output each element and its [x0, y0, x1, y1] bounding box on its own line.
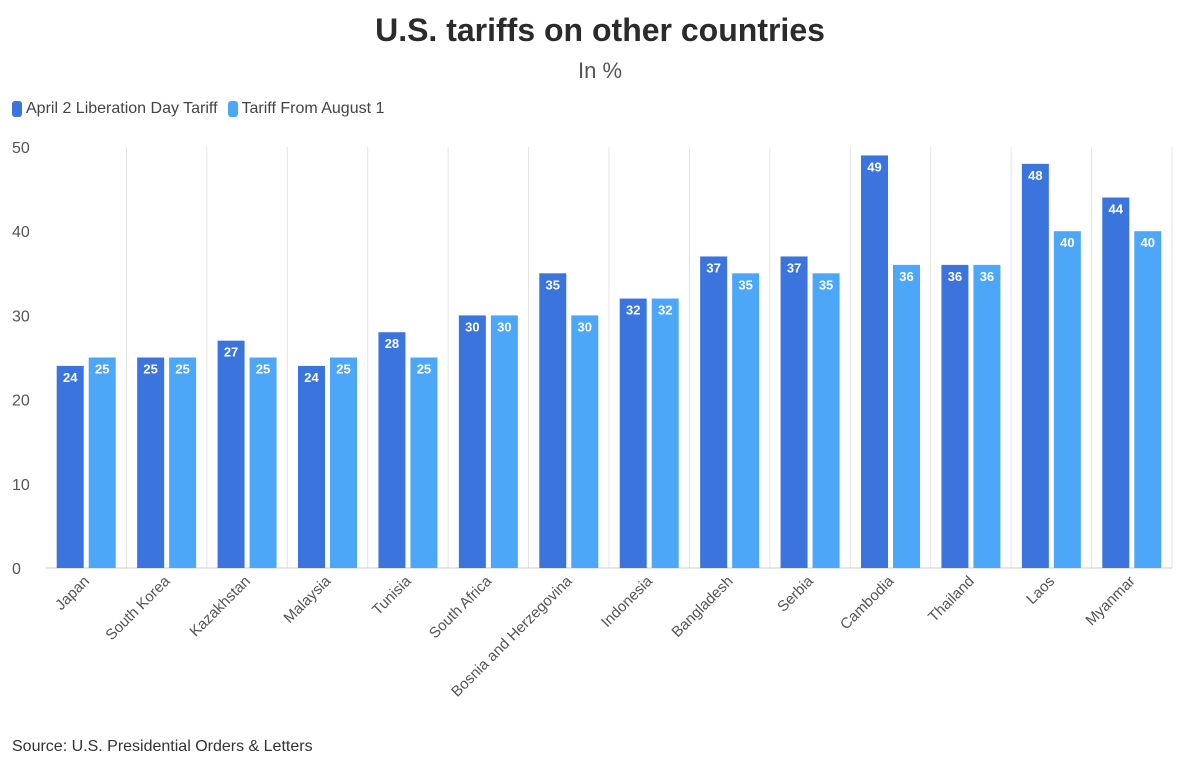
- bar-value-label: 35: [546, 277, 560, 292]
- bar-value-label: 27: [224, 345, 238, 360]
- bar-august[interactable]: [490, 315, 518, 568]
- bar-april[interactable]: [378, 332, 406, 568]
- legend-label-april: April 2 Liberation Day Tariff: [26, 100, 218, 117]
- bar-august[interactable]: [1053, 231, 1081, 568]
- bar-value-label: 37: [787, 260, 801, 275]
- bar-april[interactable]: [861, 155, 888, 569]
- bar-april[interactable]: [780, 256, 808, 568]
- bar-value-label: 25: [336, 362, 350, 377]
- x-tick-label: Kazakhstan: [186, 573, 253, 640]
- bar-august[interactable]: [330, 357, 357, 569]
- bar-april[interactable]: [1021, 163, 1049, 568]
- bar-august[interactable]: [1134, 231, 1162, 568]
- bar-april[interactable]: [137, 357, 165, 569]
- bar-august[interactable]: [973, 264, 1001, 568]
- bar-value-label: 30: [578, 319, 592, 334]
- source-note: Source: U.S. Presidential Orders & Lette…: [12, 738, 313, 755]
- bar-april[interactable]: [217, 340, 245, 568]
- bar-value-label: 25: [143, 362, 157, 377]
- bar-value-label: 30: [465, 319, 479, 334]
- bar-value-label: 40: [1060, 235, 1074, 250]
- bar-value-label: 36: [980, 269, 994, 284]
- bar-value-label: 28: [385, 336, 399, 351]
- x-tick-label: Laos: [1023, 573, 1058, 608]
- x-tick-label: Bangladesh: [668, 573, 736, 641]
- bar-august[interactable]: [88, 357, 116, 569]
- legend-item-april[interactable]: April 2 Liberation Day Tariff: [12, 100, 218, 118]
- x-tick-label: South Africa: [426, 572, 496, 642]
- x-tick-label: Myanmar: [1082, 573, 1138, 629]
- bar-value-label: 36: [899, 269, 913, 284]
- x-tick-label: South Korea: [102, 572, 173, 643]
- legend: April 2 Liberation Day Tariff Tariff Fro…: [12, 100, 384, 118]
- bar-value-label: 37: [706, 260, 720, 275]
- x-tick-label: Malaysia: [280, 572, 334, 626]
- bar-value-label: 40: [1141, 235, 1155, 250]
- legend-label-august: Tariff From August 1: [241, 100, 385, 117]
- bar-value-label: 24: [304, 370, 319, 385]
- bar-august[interactable]: [651, 298, 679, 568]
- bar-value-label: 25: [256, 362, 270, 377]
- bar-april[interactable]: [56, 365, 84, 568]
- x-tick-label: Indonesia: [598, 572, 656, 630]
- bar-august[interactable]: [812, 273, 840, 568]
- y-tick-label: 50: [12, 140, 30, 157]
- bar-august[interactable]: [169, 357, 197, 569]
- y-tick-label: 40: [12, 224, 30, 241]
- bar-april[interactable]: [298, 365, 325, 568]
- bar-april[interactable]: [539, 273, 567, 568]
- y-tick-label: 30: [12, 308, 30, 325]
- x-tick-label: Cambodia: [837, 572, 898, 633]
- legend-swatch-april: [12, 101, 22, 117]
- x-tick-label: Thailand: [925, 573, 978, 626]
- bar-value-label: 25: [95, 362, 109, 377]
- bar-april[interactable]: [458, 315, 486, 568]
- bar-august[interactable]: [732, 273, 760, 568]
- bar-august[interactable]: [571, 315, 599, 568]
- bar-april[interactable]: [1102, 197, 1130, 568]
- bar-value-label: 32: [658, 303, 672, 318]
- y-tick-label: 20: [12, 393, 30, 410]
- bar-value-label: 48: [1028, 168, 1042, 183]
- bar-august[interactable]: [249, 357, 277, 569]
- legend-swatch-august: [227, 101, 238, 117]
- bar-value-label: 25: [417, 362, 431, 377]
- bar-value-label: 49: [867, 159, 881, 174]
- y-tick-label: 0: [12, 561, 21, 578]
- chart-title: U.S. tariffs on other countries: [375, 12, 825, 48]
- chart-subtitle: In %: [577, 58, 623, 83]
- y-tick-label: 10: [12, 477, 30, 494]
- x-tick-label: Tunisia: [369, 572, 415, 618]
- legend-item-august[interactable]: Tariff From August 1: [227, 100, 385, 118]
- bar-april[interactable]: [619, 298, 647, 568]
- x-tick-label: Serbia: [774, 572, 817, 615]
- bar-value-label: 24: [63, 370, 78, 385]
- bar-april[interactable]: [941, 264, 969, 568]
- bar-april[interactable]: [700, 256, 728, 568]
- bar-value-label: 30: [497, 319, 511, 334]
- x-tick-label: Japan: [52, 573, 93, 614]
- bar-value-label: 35: [819, 277, 833, 292]
- bar-august[interactable]: [410, 357, 438, 569]
- bar-august[interactable]: [893, 264, 920, 568]
- bar-value-label: 32: [626, 303, 640, 318]
- bar-value-label: 36: [948, 269, 962, 284]
- bar-value-label: 35: [738, 277, 752, 292]
- bar-value-label: 44: [1109, 202, 1124, 217]
- bar-value-label: 25: [175, 362, 189, 377]
